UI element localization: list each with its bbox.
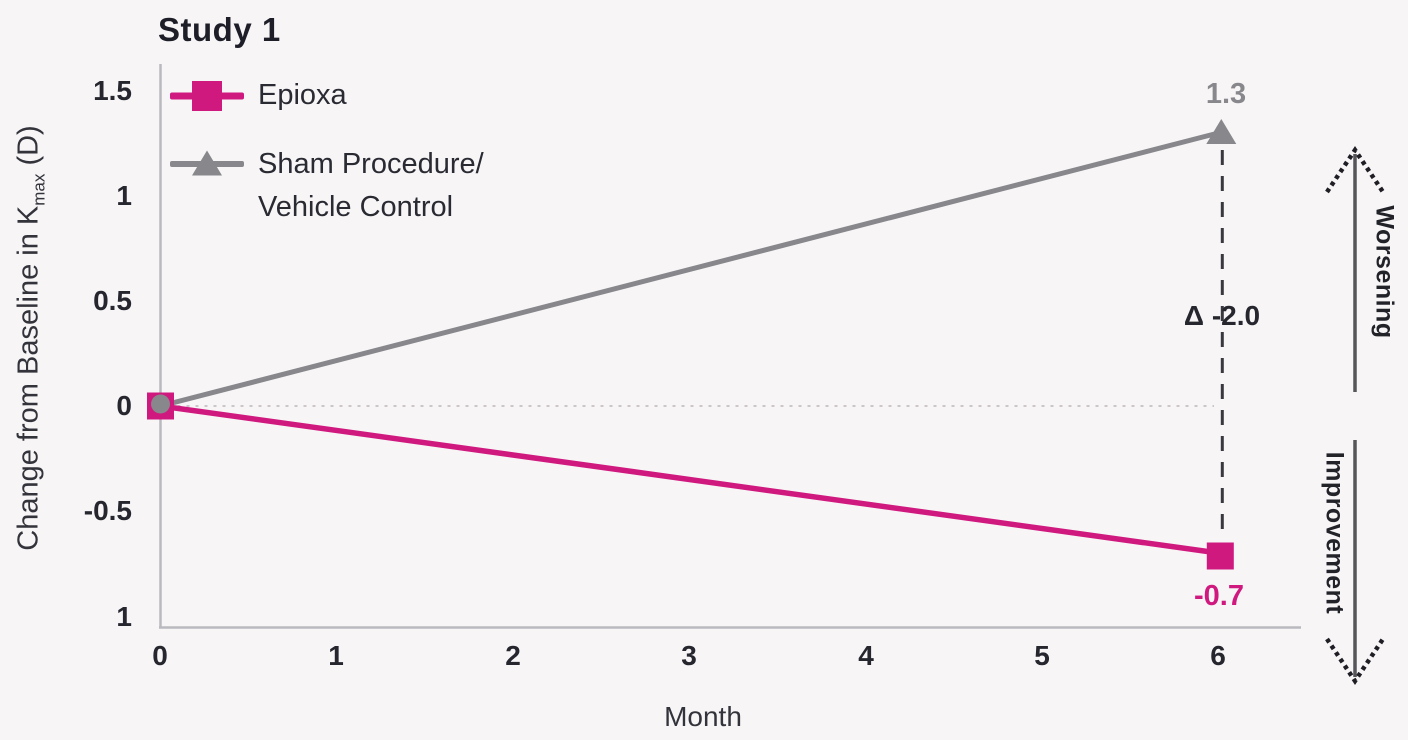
legend-label-sham: Sham Procedure/ Vehicle Control [258, 148, 484, 223]
legend-item-sham: Sham Procedure/ Vehicle Control [170, 143, 484, 229]
legend-label-epioxa: Epioxa [258, 79, 347, 111]
epioxa-month6-marker [1206, 542, 1234, 570]
legend-item-epioxa: Epioxa [170, 74, 484, 117]
y-axis-title: Change from Baseline in Kmax (D) [12, 125, 49, 551]
y-tick-label: 1 [116, 601, 132, 632]
x-axis-title: Month [664, 701, 742, 732]
y-tick-label: 1 [116, 180, 132, 211]
x-tick-label: 3 [681, 640, 697, 671]
x-tick-label: 5 [1034, 640, 1050, 671]
sham-triangle-marker-icon [170, 148, 244, 180]
series-line-epioxa [160, 403, 1219, 556]
x-tick-label: 2 [505, 640, 521, 671]
sham-month6-marker [1206, 119, 1237, 144]
y-tick-label: 0 [116, 390, 132, 421]
sham-baseline-marker [151, 394, 170, 414]
legend: Epioxa Sham Procedure/ Vehicle Control [170, 74, 484, 229]
y-tick-label: -0.5 [83, 495, 132, 526]
improvement-arrow [1325, 440, 1385, 686]
x-tick-label: 0 [152, 640, 168, 671]
delta-annotation: Δ -2.0 [1183, 300, 1261, 331]
x-tick-label: 1 [328, 640, 344, 671]
sham-end-value-label: 1.3 [1205, 78, 1247, 110]
epioxa-square-marker-icon [170, 80, 244, 112]
improvement-label: Improvement [1320, 451, 1349, 615]
epioxa-end-value-label: -0.7 [1194, 580, 1244, 612]
series-line-sham [159, 130, 1219, 409]
page-title: Study 1 [158, 11, 281, 48]
y-tick-label: 1.5 [93, 75, 132, 106]
x-tick-label: 6 [1210, 640, 1226, 671]
x-tick-label: 4 [858, 640, 874, 671]
worsening-label: Worsening [1370, 205, 1399, 339]
worsening-arrow [1325, 145, 1385, 392]
y-tick-label: 0.5 [93, 285, 132, 316]
